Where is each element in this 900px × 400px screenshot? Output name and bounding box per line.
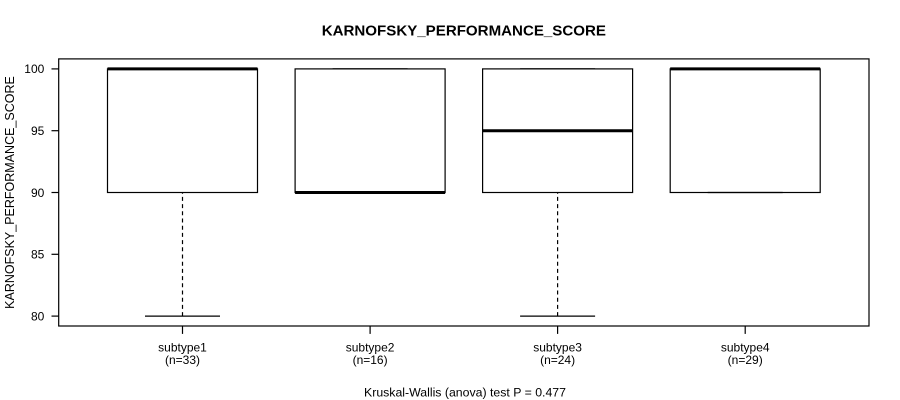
svg-text:(n=16): (n=16)	[353, 353, 388, 367]
svg-text:KARNOFSKY_PERFORMANCE_SCORE: KARNOFSKY_PERFORMANCE_SCORE	[3, 76, 17, 309]
svg-text:100: 100	[24, 62, 44, 76]
svg-text:(n=29): (n=29)	[728, 353, 763, 367]
svg-text:90: 90	[31, 186, 45, 200]
svg-text:80: 80	[31, 309, 45, 323]
svg-text:95: 95	[31, 124, 45, 138]
svg-text:Kruskal-Wallis (anova) test P: Kruskal-Wallis (anova) test P = 0.477	[364, 386, 566, 400]
svg-text:subtype3: subtype3	[533, 341, 582, 355]
svg-text:subtype4: subtype4	[721, 341, 770, 355]
svg-text:subtype1: subtype1	[158, 341, 207, 355]
svg-text:85: 85	[31, 248, 45, 262]
svg-text:(n=24): (n=24)	[540, 353, 575, 367]
svg-text:(n=33): (n=33)	[165, 353, 200, 367]
svg-text:KARNOFSKY_PERFORMANCE_SCORE: KARNOFSKY_PERFORMANCE_SCORE	[322, 22, 606, 39]
svg-text:subtype2: subtype2	[346, 341, 395, 355]
